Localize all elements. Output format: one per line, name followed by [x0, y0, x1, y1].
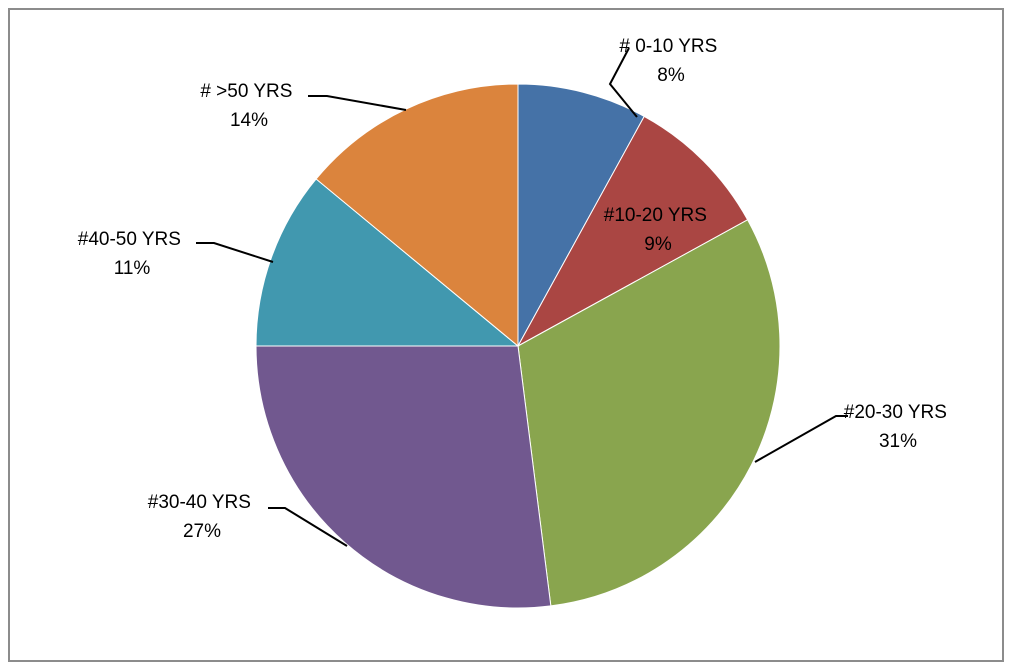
- slice-label-over-50-yrs-value: 14%: [230, 110, 268, 131]
- leader-line-over-50-yrs: [308, 95, 407, 111]
- leader-line-20-30-yrs: [754, 415, 848, 463]
- slice-label-30-40-yrs: #30-40 YRS 27%: [148, 492, 256, 542]
- pie-slice-0-10-yrs: [517, 83, 645, 347]
- pie-slice-20-30-yrs: [517, 219, 781, 607]
- leader-line-40-50-yrs: [196, 242, 274, 263]
- slice-label-over-50-yrs: # >50 YRS 14%: [200, 81, 297, 131]
- leader-lines: [196, 47, 848, 547]
- pie-slice-30-40-yrs: [255, 345, 552, 609]
- leader-line-0-10-yrs: [608, 47, 638, 118]
- pie-slice-10-20-yrs: [516, 115, 749, 348]
- pie-slice-over-50-yrs: [315, 83, 519, 348]
- slice-label-0-10-yrs-value: 8%: [657, 65, 685, 86]
- slice-label-0-10-yrs: # 0-10 YRS 8%: [619, 36, 722, 86]
- slice-label-10-20-yrs-value: 9%: [644, 234, 672, 255]
- slice-label-10-20-yrs-category: #10-20 YRS: [604, 205, 707, 226]
- slice-label-20-30-yrs-value: 31%: [879, 431, 917, 452]
- slice-label-10-20-yrs: #10-20 YRS 9%: [604, 205, 712, 255]
- slice-label-30-40-yrs-category: #30-40 YRS: [148, 492, 251, 513]
- slice-label-40-50-yrs: #40-50 YRS 11%: [78, 229, 186, 279]
- slice-label-30-40-yrs-value: 27%: [183, 521, 221, 542]
- leader-line-30-40-yrs: [268, 507, 348, 547]
- slice-labels: # 0-10 YRS 8% #10-20 YRS 9% #20-30 YRS 3…: [78, 36, 952, 542]
- pie-slice-40-50-yrs: [255, 178, 520, 347]
- slice-label-over-50-yrs-category: # >50 YRS: [200, 81, 292, 102]
- slice-label-40-50-yrs-category: #40-50 YRS: [78, 229, 181, 250]
- slice-label-40-50-yrs-value: 11%: [114, 258, 151, 279]
- pie-slices: [255, 83, 781, 609]
- slice-label-0-10-yrs-category: # 0-10 YRS: [619, 36, 717, 57]
- slice-label-20-30-yrs: #20-30 YRS 31%: [844, 402, 952, 452]
- slice-label-20-30-yrs-category: #20-30 YRS: [844, 402, 947, 423]
